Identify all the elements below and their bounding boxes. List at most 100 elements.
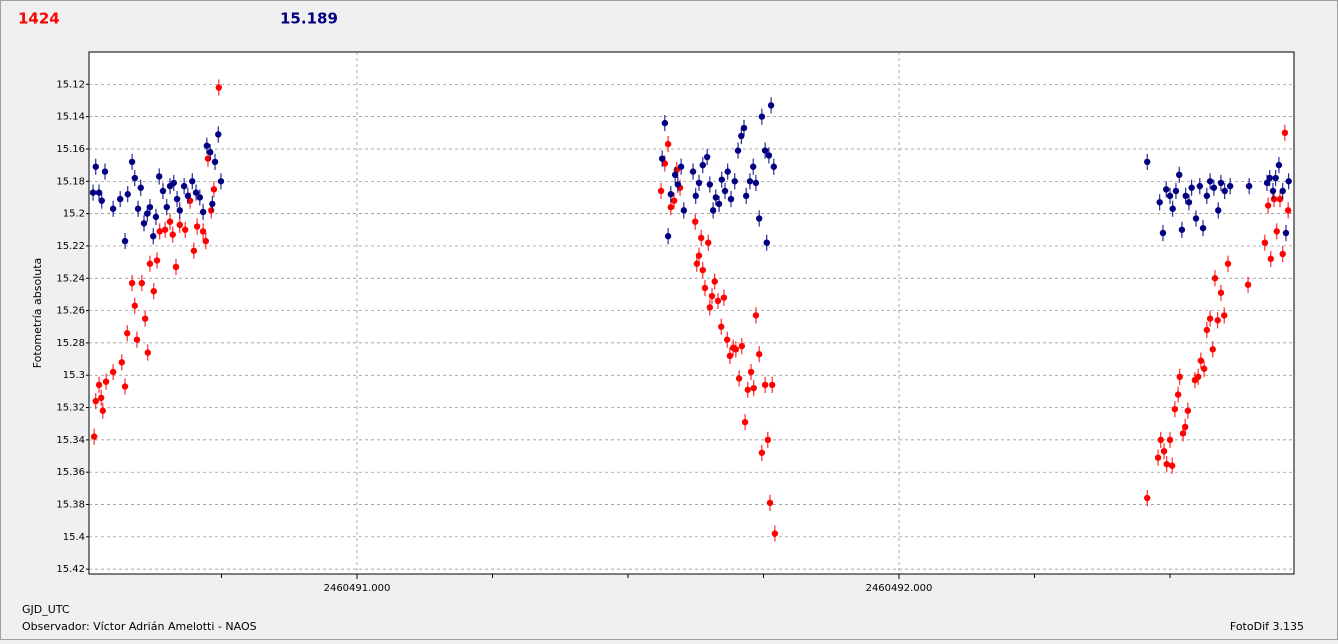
data-point bbox=[667, 191, 675, 198]
data-point bbox=[755, 351, 763, 358]
data-point bbox=[758, 449, 766, 456]
data-point bbox=[137, 184, 144, 191]
data-point bbox=[131, 302, 138, 309]
data-point bbox=[1169, 205, 1176, 212]
data-point bbox=[699, 266, 707, 274]
data-point bbox=[217, 178, 225, 185]
data-point bbox=[1273, 228, 1280, 235]
data-point bbox=[92, 163, 99, 170]
data-point bbox=[746, 178, 754, 185]
data-point bbox=[155, 173, 163, 180]
data-point bbox=[680, 207, 688, 214]
data-point bbox=[1184, 407, 1192, 414]
data-point bbox=[1215, 207, 1222, 214]
data-point bbox=[661, 160, 669, 167]
data-point bbox=[706, 181, 714, 188]
data-point bbox=[209, 200, 216, 208]
data-point bbox=[732, 346, 740, 353]
data-point bbox=[741, 418, 749, 426]
data-point bbox=[1181, 423, 1189, 431]
data-point bbox=[95, 189, 103, 196]
data-point bbox=[1163, 460, 1170, 468]
data-point bbox=[723, 336, 731, 343]
observer: Observador: Víctor Adrián Amelotti - NAO… bbox=[22, 620, 257, 633]
data-point bbox=[731, 178, 738, 185]
data-point bbox=[705, 239, 712, 246]
data-point bbox=[1281, 129, 1289, 137]
data-point bbox=[215, 131, 222, 138]
software: FotoDif 3.135 bbox=[1230, 620, 1304, 633]
data-point bbox=[1172, 187, 1180, 195]
data-point bbox=[709, 207, 717, 214]
data-point bbox=[1209, 346, 1217, 353]
data-point bbox=[202, 237, 209, 245]
data-point bbox=[1197, 357, 1205, 364]
data-point bbox=[116, 195, 124, 203]
data-point bbox=[1217, 289, 1225, 296]
data-point bbox=[1196, 182, 1204, 190]
y-tick-label: 15.34 bbox=[56, 435, 85, 446]
y-tick-label: 15.3 bbox=[63, 370, 85, 381]
y-tick-label: 15.26 bbox=[56, 306, 85, 317]
data-point bbox=[742, 192, 750, 200]
data-point bbox=[156, 228, 163, 235]
data-point bbox=[747, 368, 755, 376]
y-tick-label: 15.16 bbox=[56, 144, 85, 155]
data-point bbox=[1185, 199, 1193, 206]
data-point bbox=[1174, 391, 1182, 398]
data-point bbox=[1188, 184, 1195, 191]
data-point bbox=[1200, 365, 1208, 372]
data-point bbox=[1285, 178, 1292, 185]
x-tick-label: 2460491.000 bbox=[324, 583, 391, 594]
data-point bbox=[153, 257, 161, 264]
data-point bbox=[761, 381, 769, 389]
data-point bbox=[1162, 186, 1170, 193]
data-point bbox=[102, 378, 110, 385]
data-point bbox=[671, 171, 679, 179]
data-point bbox=[718, 176, 725, 183]
data-point bbox=[727, 195, 735, 203]
data-point bbox=[133, 336, 141, 343]
data-point bbox=[169, 231, 176, 238]
data-point bbox=[99, 407, 107, 414]
data-point bbox=[1244, 281, 1252, 288]
data-point bbox=[1192, 215, 1200, 222]
data-point bbox=[1168, 462, 1176, 469]
data-point bbox=[703, 153, 711, 161]
data-point bbox=[697, 234, 705, 242]
data-point bbox=[1267, 255, 1275, 263]
data-point bbox=[98, 197, 105, 204]
plot-area bbox=[88, 51, 1295, 575]
data-point bbox=[1203, 326, 1211, 334]
data-point bbox=[714, 297, 722, 305]
data-point bbox=[1144, 494, 1151, 502]
data-point bbox=[1182, 192, 1189, 200]
data-point bbox=[215, 84, 223, 91]
y-tick-label: 15.42 bbox=[56, 564, 85, 575]
data-point bbox=[763, 239, 770, 246]
data-point bbox=[1264, 202, 1272, 209]
data-point bbox=[692, 218, 699, 225]
data-point bbox=[724, 168, 731, 175]
data-point bbox=[1166, 192, 1174, 200]
y-tick-label: 15.18 bbox=[56, 176, 85, 187]
data-point bbox=[764, 436, 772, 444]
data-point bbox=[134, 205, 142, 212]
y-tick-label: 15.24 bbox=[56, 273, 85, 284]
data-point bbox=[1266, 174, 1273, 182]
data-point bbox=[1166, 436, 1174, 444]
y-tick-label: 15.12 bbox=[56, 79, 85, 90]
data-point bbox=[1284, 207, 1292, 214]
data-point bbox=[180, 182, 188, 190]
data-point bbox=[689, 168, 697, 175]
data-point bbox=[664, 233, 672, 240]
data-point bbox=[738, 342, 746, 350]
data-point bbox=[1279, 250, 1286, 258]
data-point bbox=[701, 284, 709, 292]
data-point bbox=[203, 142, 211, 149]
data-point bbox=[695, 179, 703, 187]
data-point bbox=[1217, 179, 1225, 187]
data-point bbox=[693, 260, 701, 267]
data-point bbox=[192, 189, 200, 196]
